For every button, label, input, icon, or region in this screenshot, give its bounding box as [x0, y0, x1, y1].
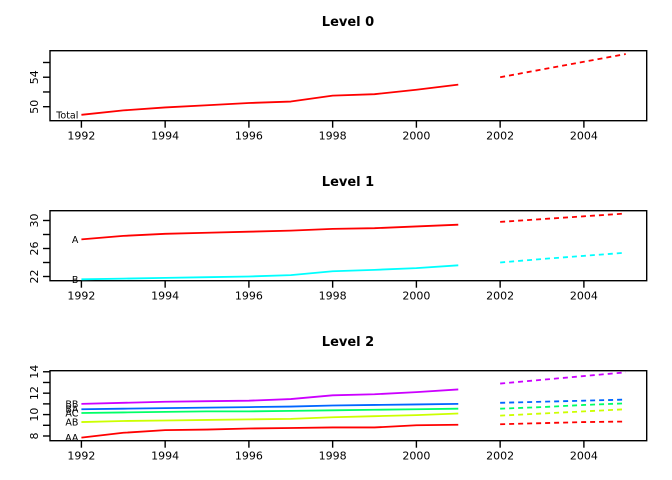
series-ac-label: AC — [65, 408, 78, 419]
x-tick-label: 1994 — [151, 290, 179, 303]
series-ab-label: AB — [65, 418, 78, 429]
y-tick-label: 22 — [28, 270, 41, 284]
series-ac-forecast-line — [500, 402, 626, 410]
x-tick-label: 2002 — [486, 130, 514, 143]
y-tick-label: 50 — [28, 100, 41, 114]
series-aa-forecast-line — [500, 420, 626, 426]
chart-level-2: Level 2 1992 1994 1996 1998 2000 2002 20048101… — [28, 335, 648, 463]
plot-box — [49, 210, 648, 282]
series-ab-history-line — [81, 412, 459, 423]
plot-box — [49, 50, 648, 122]
series-total-history-line — [81, 83, 459, 116]
x-tick-label: 1998 — [319, 290, 347, 303]
chart-title-level-1: Level 1 — [322, 175, 374, 190]
y-tick-label: 26 — [28, 242, 41, 256]
x-tick-label: 2004 — [570, 130, 598, 143]
series-b-forecast-line — [500, 251, 626, 264]
series-aa-history-line — [81, 423, 459, 439]
series-a-history-line — [81, 223, 459, 241]
series-b-label: B — [72, 275, 79, 286]
series-bb-history-line — [81, 388, 459, 405]
x-tick-label: 1994 — [151, 130, 179, 143]
x-tick-label: 1998 — [319, 450, 347, 463]
x-tick-label: 1996 — [235, 130, 263, 143]
x-tick-label: 2002 — [486, 290, 514, 303]
y-tick-label: 12 — [28, 386, 41, 400]
x-tick-label: 1992 — [67, 450, 95, 463]
y-tick-label: 30 — [28, 214, 41, 228]
series-b-history-line — [81, 264, 459, 281]
chart-title-level-2: Level 2 — [322, 335, 374, 350]
series-ba-forecast-line — [500, 398, 626, 404]
x-tick-label: 2000 — [402, 450, 430, 463]
y-tick-label: 54 — [28, 70, 41, 84]
series-aa-label: AA — [65, 433, 79, 444]
x-tick-label: 1992 — [67, 290, 95, 303]
y-tick-label: 14 — [28, 365, 41, 379]
x-tick-label: 1994 — [151, 450, 179, 463]
x-tick-label: 2000 — [402, 290, 430, 303]
series-bb-label: BB — [65, 399, 78, 410]
y-tick-label: 10 — [28, 408, 41, 422]
x-tick-label: 1992 — [67, 130, 95, 143]
plot-area-level-1: 1992 1994 1996 1998 2000 2002 2004 22 26 30 A B — [28, 210, 648, 303]
chart-title-level-0: Level 0 — [322, 15, 374, 30]
series-ba-label: BA — [65, 405, 79, 416]
x-tick-label: 2002 — [486, 450, 514, 463]
x-tick-label: 1998 — [319, 130, 347, 143]
x-tick-label: 2004 — [570, 290, 598, 303]
x-tick-label: 2000 — [402, 130, 430, 143]
y-tick-label: 8 — [28, 432, 41, 439]
series-ac-history-line — [81, 407, 459, 414]
series-a-forecast-line — [500, 212, 626, 223]
chart-level-0: Level 0 1992 1994 1996 1998 2000 2002 2004 50 54… — [28, 15, 648, 143]
x-tick-label: 1996 — [235, 450, 263, 463]
x-tick-label: 1996 — [235, 290, 263, 303]
series-bb-forecast-line — [500, 371, 626, 385]
series-a-label: A — [72, 235, 79, 246]
series-ab-forecast-line — [500, 408, 626, 417]
plot-area-level-2: 1992 1994 1996 1998 2000 2002 2004 8 10 12 14 AA ABA… — [28, 365, 648, 463]
plot-area-level-0: 1992 1994 1996 1998 2000 2002 2004 50 54 Total — [28, 50, 648, 143]
series-total-forecast-line — [499, 53, 626, 79]
chart-level-1: Level 1 1992 1994 1996 1998 2000 2002 2004 22 26… — [28, 175, 648, 303]
series-ba-history-line — [81, 402, 459, 411]
x-tick-label: 2004 — [570, 450, 598, 463]
series-total-label: Total — [55, 110, 78, 121]
plot-box — [49, 370, 648, 442]
